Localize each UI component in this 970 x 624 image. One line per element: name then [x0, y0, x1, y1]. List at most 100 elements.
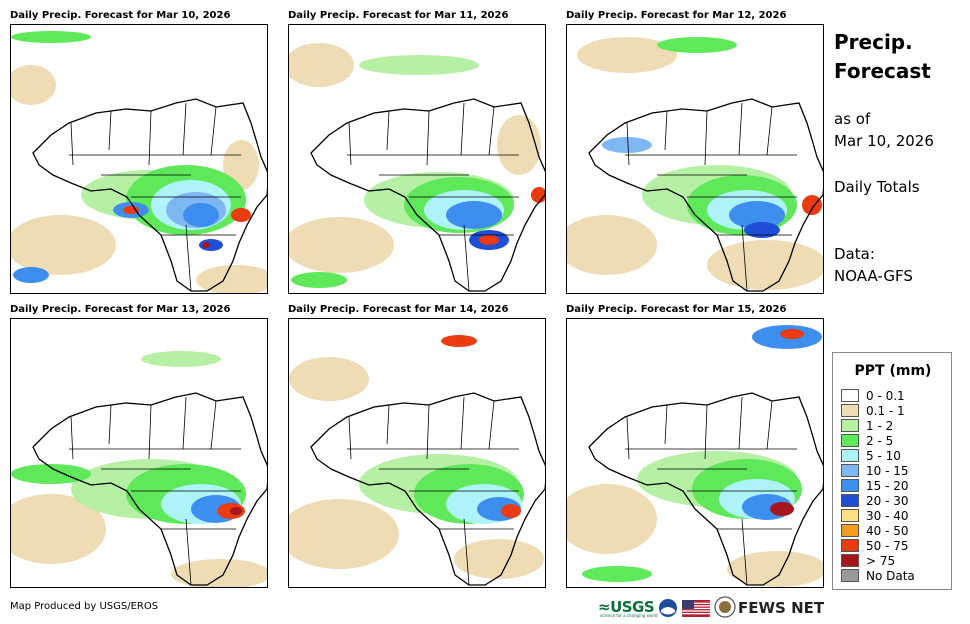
legend-swatch: [841, 479, 859, 492]
usgs-logo: ≈USGS: [598, 598, 655, 616]
legend-label: 20 - 30: [866, 494, 909, 508]
side-title-line2: Forecast: [834, 59, 931, 83]
legend-swatch: [841, 524, 859, 537]
panel-title: Daily Precip. Forecast for Mar 11, 2026: [288, 10, 509, 21]
borders: [625, 396, 797, 586]
borders: [347, 396, 519, 586]
legend-label: 50 - 75: [866, 539, 909, 553]
rain-bands: [359, 335, 524, 524]
forecast-panel-mar-13: Daily Precip. Forecast for Mar 13, 2026: [10, 304, 268, 588]
precip-map-canvas: [567, 37, 823, 292]
as-of-label: as of: [834, 110, 871, 128]
legend-item: 0 - 0.1: [841, 389, 905, 404]
as-of-value: Mar 10, 2026: [834, 132, 934, 150]
panel-title: Daily Precip. Forecast for Mar 14, 2026: [288, 304, 509, 315]
borders: [625, 102, 797, 292]
precip-map-canvas: [11, 31, 267, 293]
legend-item: 5 - 10: [841, 449, 901, 464]
borders: [69, 102, 241, 292]
dry-areas: [289, 43, 541, 273]
borders: [69, 396, 241, 586]
legend-item: > 75: [841, 554, 895, 569]
totals-label: Daily Totals: [834, 178, 920, 196]
us-flag-icon: [682, 600, 710, 617]
forecast-panel-mar-14: Daily Precip. Forecast for Mar 14, 2026: [288, 304, 546, 588]
borders: [347, 102, 519, 292]
legend-item: 0.1 - 1: [841, 404, 905, 419]
legend-label: 40 - 50: [866, 524, 909, 538]
legend-swatch: [841, 389, 859, 402]
data-source-label: Data:: [834, 245, 875, 263]
fews-net-logo: FEWS NET: [738, 599, 825, 617]
side-title: Precip. Forecast: [834, 28, 931, 86]
legend-label: > 75: [866, 554, 896, 568]
data-source: Data: NOAA-GFS: [834, 243, 913, 287]
precip-map: [566, 318, 824, 588]
side-title-line1: Precip.: [834, 30, 913, 54]
precip-map: [288, 24, 546, 294]
legend-label: 1 - 2: [866, 419, 894, 433]
panel-title: Daily Precip. Forecast for Mar 12, 2026: [566, 10, 787, 21]
legend-item: 20 - 30: [841, 494, 909, 509]
map-credit: Map Produced by USGS/EROS: [10, 601, 159, 612]
data-source-value: NOAA-GFS: [834, 267, 913, 285]
legend-item: 30 - 40: [841, 509, 909, 524]
legend-item: 10 - 15: [841, 464, 909, 479]
legend-swatch: [841, 419, 859, 432]
legend-item: 2 - 5: [841, 434, 893, 449]
forecast-panel-mar-12: Daily Precip. Forecast for Mar 12, 2026: [566, 10, 824, 294]
rain-bands: [11, 31, 251, 283]
precip-map: [10, 318, 268, 588]
panel-title: Daily Precip. Forecast for Mar 10, 2026: [10, 10, 231, 21]
panel-title: Daily Precip. Forecast for Mar 15, 2026: [566, 304, 787, 315]
usgs-tagline: science for a changing world: [600, 613, 658, 618]
legend-swatch: [841, 539, 859, 552]
precip-map-canvas: [289, 335, 545, 586]
dry-areas: [567, 484, 823, 587]
legend-item: 50 - 75: [841, 539, 909, 554]
legend-label: 30 - 40: [866, 509, 909, 523]
dry-areas: [11, 494, 267, 587]
forecast-panel-mar-15: Daily Precip. Forecast for Mar 15, 2026: [566, 304, 824, 588]
legend-label: No Data: [866, 569, 915, 583]
legend-swatch: [841, 404, 859, 417]
precip-map: [288, 318, 546, 588]
legend-swatch: [841, 569, 859, 582]
rain-bands: [602, 37, 822, 238]
legend-swatch: [841, 494, 859, 507]
dry-areas: [567, 37, 823, 290]
legend-item: No Data: [841, 569, 915, 584]
legend-label: 15 - 20: [866, 479, 909, 493]
precip-map-canvas: [289, 43, 545, 292]
forecast-panel-mar-11: Daily Precip. Forecast for Mar 11, 2026: [288, 10, 546, 294]
legend-swatch: [841, 554, 859, 567]
rain-bands: [11, 351, 246, 524]
precip-map: [10, 24, 268, 294]
legend-swatch: [841, 449, 859, 462]
legend-label: 2 - 5: [866, 434, 894, 448]
legend-label: 0.1 - 1: [866, 404, 905, 418]
legend-item: 1 - 2: [841, 419, 893, 434]
panel-title: Daily Precip. Forecast for Mar 13, 2026: [10, 304, 231, 315]
legend-item: 40 - 50: [841, 524, 909, 539]
legend-swatch: [841, 509, 859, 522]
state-dept-seal-icon: [714, 596, 736, 618]
dry-areas: [11, 65, 267, 293]
forecast-panel-mar-10: Daily Precip. Forecast for Mar 10, 2026: [10, 10, 268, 294]
rain-bands: [291, 55, 545, 288]
dry-areas: [289, 357, 544, 579]
legend-swatch: [841, 434, 859, 447]
legend-label: 10 - 15: [866, 464, 909, 478]
precip-map-canvas: [11, 351, 267, 587]
rain-bands: [582, 325, 822, 582]
as-of-date: as of Mar 10, 2026: [834, 108, 934, 152]
legend-swatch: [841, 464, 859, 477]
precip-map: [566, 24, 824, 294]
precip-map-canvas: [567, 325, 823, 587]
legend-item: 15 - 20: [841, 479, 909, 494]
legend-label: 5 - 10: [866, 449, 901, 463]
legend-label: 0 - 0.1: [866, 389, 905, 403]
noaa-logo-icon: [659, 599, 677, 617]
legend-title: PPT (mm): [854, 363, 932, 379]
